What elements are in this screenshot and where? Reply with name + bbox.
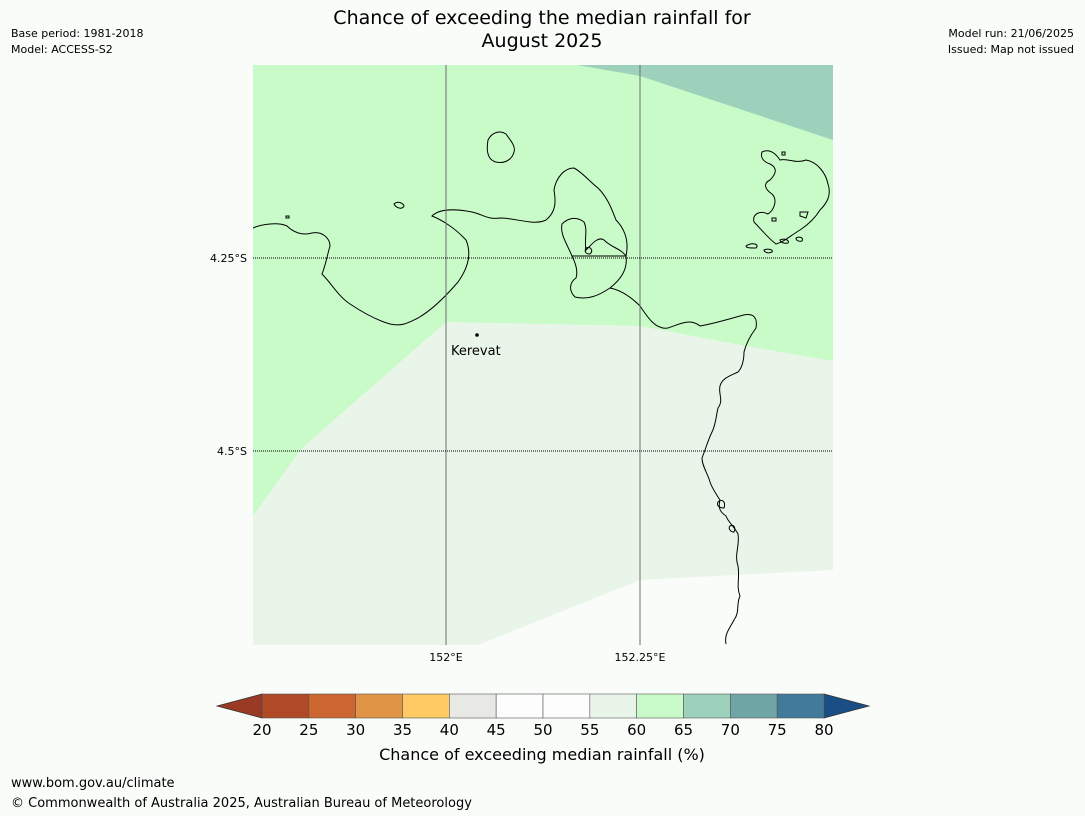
region-60-65 <box>253 65 833 516</box>
colorbar-tick-55: 55 <box>580 721 599 739</box>
title-line-2: August 2025 <box>481 30 603 52</box>
model-run-text: Model run: 21/06/2025 <box>948 27 1074 40</box>
colorbar-tick-25: 25 <box>299 721 318 739</box>
colorbar-tick-20: 20 <box>252 721 271 739</box>
metadata-right: Model run: 21/06/2025 Issued: Map not is… <box>948 26 1074 58</box>
colorbar-swatch-60-65 <box>636 693 684 719</box>
colorbar-swatch-35-40 <box>402 693 450 719</box>
graticule <box>253 65 833 645</box>
colorbar-tick-65: 65 <box>674 721 693 739</box>
colorbar-tick-70: 70 <box>721 721 740 739</box>
colorbar-tick-80: 80 <box>814 721 833 739</box>
region-65-70 <box>577 65 833 140</box>
footer-copyright: © Commonwealth of Australia 2025, Austra… <box>11 796 472 811</box>
lat-label-4-25s: 4.25°S <box>210 252 247 265</box>
colorbar-tick-35: 35 <box>393 721 412 739</box>
colorbar-tick-50: 50 <box>533 721 552 739</box>
colorbar-swatches <box>261 693 825 719</box>
metadata-left: Base period: 1981-2018 Model: ACCESS-S2 <box>11 26 143 58</box>
colorbar-swatch-55-60 <box>589 693 637 719</box>
kerevat-marker <box>475 333 479 337</box>
model-text: Model: ACCESS-S2 <box>11 43 113 56</box>
footer-url: www.bom.gov.au/climate <box>11 776 175 791</box>
base-period-text: Base period: 1981-2018 <box>11 27 144 40</box>
colorbar-over-arrow <box>823 693 871 719</box>
colorbar-under-arrow <box>215 693 263 719</box>
map-title: Chance of exceeding the median rainfall … <box>242 7 842 53</box>
footer: www.bom.gov.au/climate © Commonwealth of… <box>11 774 472 814</box>
colorbar-tick-60: 60 <box>627 721 646 739</box>
colorbar-tick-40: 40 <box>440 721 459 739</box>
colorbar-swatch-30-35 <box>355 693 403 719</box>
colorbar-swatch-75-80 <box>776 693 825 719</box>
lon-label-152-25e: 152.25°E <box>615 651 666 664</box>
map-area: Kerevat <box>253 65 833 645</box>
colorbar-ticks: 20 25 30 35 40 45 50 55 60 65 70 75 80 <box>252 721 833 739</box>
colorbar-swatch-25-30 <box>308 693 356 719</box>
colorbar-swatch-40-45 <box>449 693 497 719</box>
colorbar-swatch-45-50 <box>495 693 544 719</box>
map-panel: Kerevat 4.25°S 4.5°S 152°E 152.25°E <box>210 65 833 664</box>
colorbar-tick-30: 30 <box>346 721 365 739</box>
coastline <box>253 131 830 645</box>
issued-text: Issued: Map not issued <box>947 43 1074 56</box>
colorbar-swatch-70-75 <box>730 693 778 719</box>
title-line-1: Chance of exceeding the median rainfall … <box>333 7 751 29</box>
colorbar-swatch-20-25 <box>261 693 310 719</box>
colorbar-swatch-50-55 <box>542 693 591 719</box>
colorbar-swatch-65-70 <box>683 693 731 719</box>
lon-label-152e: 152°E <box>429 651 462 664</box>
lat-label-4-5s: 4.5°S <box>217 445 247 458</box>
kerevat-label: Kerevat <box>451 344 501 359</box>
colorbar-tick-75: 75 <box>768 721 787 739</box>
colorbar: 20 25 30 35 40 45 50 55 60 65 70 75 80 <box>215 693 871 739</box>
colorbar-label: Chance of exceeding median rainfall (%) <box>379 745 705 764</box>
colorbar-tick-45: 45 <box>487 721 506 739</box>
